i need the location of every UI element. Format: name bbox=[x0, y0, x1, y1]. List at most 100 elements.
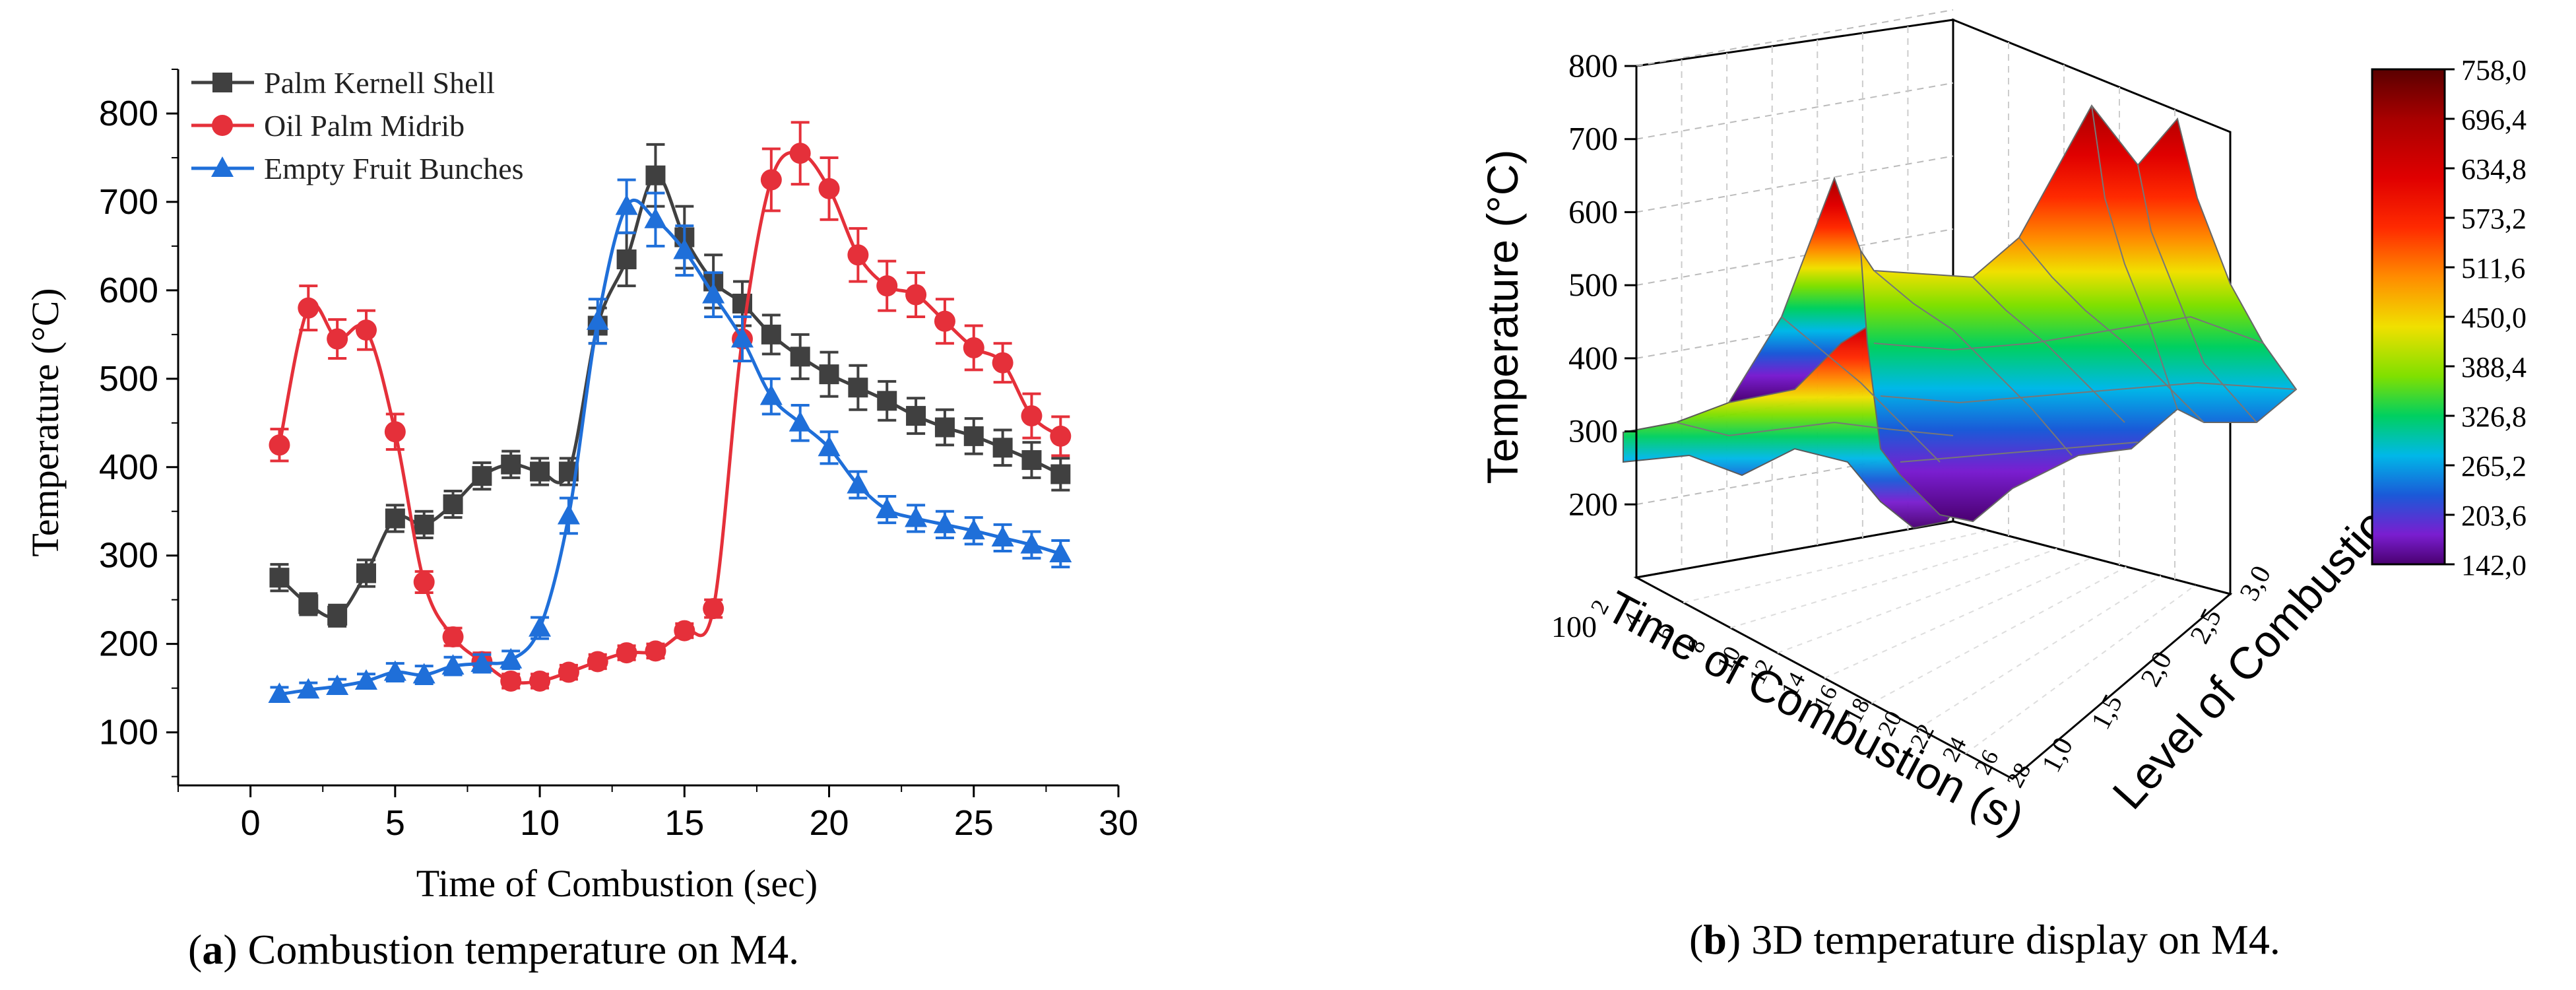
data-point bbox=[443, 494, 463, 515]
legend-marker bbox=[211, 156, 234, 177]
data-point bbox=[413, 571, 435, 593]
data-point bbox=[934, 310, 955, 332]
data-point bbox=[470, 651, 494, 673]
data-point bbox=[327, 328, 348, 350]
x-tick-label: 30 bbox=[1099, 803, 1138, 843]
data-point bbox=[876, 275, 898, 297]
series-line bbox=[278, 174, 1062, 619]
x-tick-label: 0 bbox=[241, 803, 261, 843]
z-tick-label: 600 bbox=[1568, 193, 1618, 230]
colorbar-label: 758,0 bbox=[2461, 54, 2527, 86]
legend-label: Oil Palm Midrib bbox=[264, 109, 465, 143]
data-point bbox=[1021, 405, 1043, 427]
data-point bbox=[876, 498, 899, 519]
caption-b-open-paren: ( bbox=[1689, 916, 1703, 963]
x-tick-label: 10 bbox=[520, 803, 560, 843]
data-point bbox=[818, 436, 841, 457]
panel-b-z-ticks: 200 300 400 500 600 700 800 bbox=[1568, 47, 1636, 522]
panel-a-axes bbox=[177, 69, 1118, 787]
data-point bbox=[963, 426, 984, 446]
data-point bbox=[702, 282, 725, 304]
x-tick-label: 20 bbox=[809, 803, 849, 843]
data-point bbox=[644, 207, 667, 228]
panel-b-surface-mesh bbox=[1675, 105, 2297, 463]
y-tick-label: 800 bbox=[99, 94, 158, 133]
colorbar-label: 142,0 bbox=[2461, 549, 2527, 581]
panel-b-z-axis-label: Temperature (°C) bbox=[1478, 150, 1527, 484]
series-line bbox=[279, 199, 1062, 696]
caption-a-label: a bbox=[202, 926, 223, 973]
z-tick-label: 400 bbox=[1568, 339, 1618, 376]
back-grid-line bbox=[1636, 155, 1954, 213]
floor-grid-line bbox=[1730, 539, 2023, 629]
x-tick-label: 25 bbox=[954, 803, 994, 843]
y-tick-label: 200 bbox=[99, 624, 158, 664]
panel-a-series bbox=[268, 121, 1072, 704]
panel-b-floor bbox=[1633, 520, 2233, 780]
panel-b-colorbar bbox=[2371, 68, 2446, 566]
data-point bbox=[616, 249, 637, 269]
data-point bbox=[326, 674, 349, 695]
series-palm-kernell-shell bbox=[269, 143, 1071, 628]
data-point bbox=[557, 504, 580, 525]
data-point bbox=[385, 508, 405, 529]
data-point bbox=[818, 178, 840, 199]
colorbar-label: 265,2 bbox=[2461, 450, 2527, 482]
data-point bbox=[847, 244, 869, 266]
caption-b-label: b bbox=[1703, 916, 1727, 963]
panel-a-line-chart: 0 5 10 15 20 25 30 100 200 300 400 500 600 700 800 Pal… bbox=[24, 66, 1138, 905]
y-tick-label: 500 bbox=[99, 359, 158, 399]
caption-a: (a) Combustion temperature on M4. bbox=[188, 926, 799, 973]
data-point bbox=[991, 525, 1014, 546]
data-point bbox=[905, 506, 928, 527]
panel-b-colorbar-labels: 758,0 696,4 634,8 573,2 511,6 450,0 388,4 326,8… bbox=[2445, 54, 2527, 581]
data-point bbox=[934, 417, 955, 438]
floor-grid-line bbox=[1777, 548, 2057, 654]
back-grid-line bbox=[1636, 447, 1954, 506]
data-point bbox=[529, 616, 552, 637]
data-point bbox=[269, 568, 290, 588]
legend-label: Palm Kernell Shell bbox=[264, 66, 495, 100]
caption-b-close-paren: ) bbox=[1727, 916, 1751, 963]
data-point bbox=[673, 238, 696, 259]
data-point bbox=[442, 626, 464, 647]
data-point bbox=[645, 640, 666, 662]
data-point bbox=[356, 563, 376, 583]
data-point bbox=[1021, 450, 1042, 471]
panel-b-z-floor-label: 100 bbox=[1551, 610, 1597, 644]
caption-b: (b) 3D temperature display on M4. bbox=[1689, 916, 2280, 963]
data-point bbox=[789, 143, 811, 164]
colorbar-label: 696,4 bbox=[2461, 104, 2527, 136]
colorbar-label: 388,4 bbox=[2461, 351, 2527, 383]
legend-label: Empty Fruit Bunches bbox=[264, 152, 524, 185]
data-point bbox=[992, 352, 1014, 374]
colorbar-label: 511,6 bbox=[2461, 252, 2525, 284]
caption-a-close-paren: ) bbox=[223, 926, 247, 973]
z-tick-label: 300 bbox=[1568, 412, 1618, 449]
series-oil-palm-midrib bbox=[269, 121, 1072, 692]
data-point bbox=[992, 438, 1013, 458]
data-point bbox=[383, 660, 406, 681]
data-point bbox=[761, 324, 781, 345]
data-point bbox=[933, 512, 956, 533]
data-point bbox=[731, 327, 754, 348]
y-tick-label: 700 bbox=[99, 182, 158, 222]
legend-item: Empty Fruit Bunches bbox=[191, 152, 524, 185]
back-grid-line bbox=[1636, 9, 1954, 67]
colorbar-label: 634,8 bbox=[2461, 153, 2527, 185]
z-tick-label: 700 bbox=[1568, 120, 1618, 157]
series-empty-fruit-bunches bbox=[268, 178, 1072, 704]
data-point bbox=[848, 378, 868, 398]
y-tick-label: 600 bbox=[99, 271, 158, 310]
data-point bbox=[558, 661, 579, 683]
data-point bbox=[501, 454, 521, 475]
back-grid-line bbox=[1636, 82, 1954, 140]
data-point bbox=[298, 594, 319, 614]
data-point bbox=[1049, 542, 1072, 563]
data-point bbox=[587, 651, 608, 673]
data-point bbox=[298, 297, 319, 319]
y-tick-label: 300 bbox=[99, 536, 158, 576]
data-point bbox=[529, 670, 551, 692]
data-point bbox=[963, 337, 984, 358]
data-point bbox=[962, 519, 985, 540]
